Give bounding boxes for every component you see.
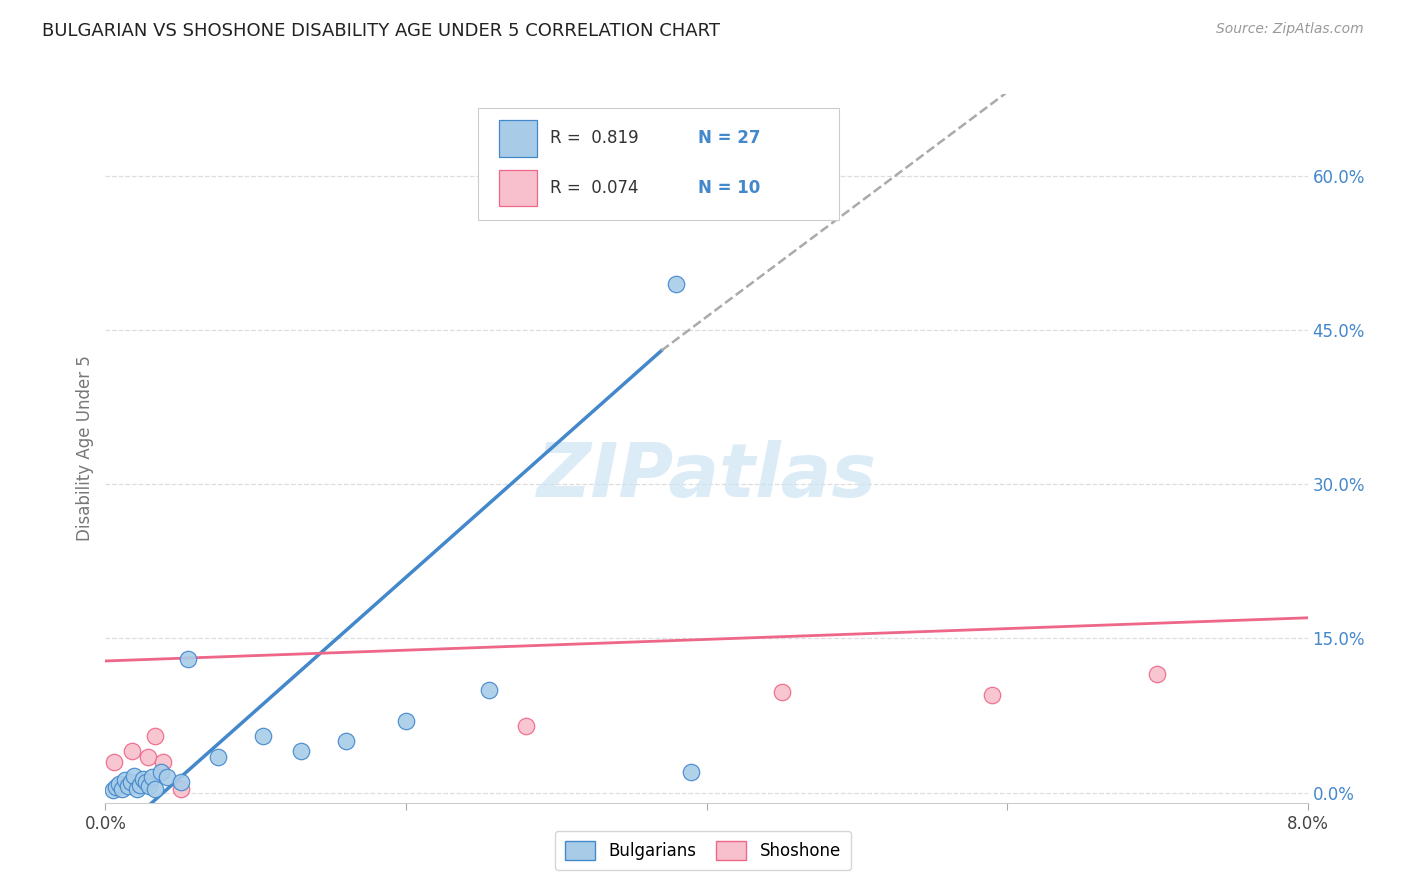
Point: [111, 782, 134, 797]
Point: [114, 773, 136, 788]
Point: [101, 783, 124, 797]
Point: [117, 780, 139, 794]
Text: ZIPatlas: ZIPatlas: [537, 440, 876, 513]
Point: [681, 764, 703, 779]
Bar: [499, 120, 537, 157]
Point: [478, 682, 501, 697]
Point: [122, 769, 145, 783]
Text: R =  0.819: R = 0.819: [550, 129, 638, 147]
Point: [169, 782, 191, 797]
Point: [665, 277, 688, 291]
Bar: [499, 169, 537, 206]
Point: [169, 775, 191, 789]
Point: [132, 772, 155, 787]
Point: [136, 749, 159, 764]
Point: [335, 734, 357, 748]
Point: [125, 782, 148, 797]
Point: [177, 652, 200, 666]
Point: [207, 749, 229, 764]
Point: [143, 782, 166, 797]
Point: [138, 780, 160, 794]
Text: R =  0.074: R = 0.074: [550, 179, 638, 197]
Text: N = 27: N = 27: [699, 129, 761, 147]
FancyBboxPatch shape: [478, 108, 839, 220]
Point: [152, 755, 174, 769]
Point: [141, 770, 163, 784]
Point: [1146, 667, 1168, 681]
Text: Source: ZipAtlas.com: Source: ZipAtlas.com: [1216, 22, 1364, 37]
Point: [121, 744, 143, 758]
Point: [143, 729, 166, 743]
Point: [103, 755, 125, 769]
Y-axis label: Disability Age Under 5: Disability Age Under 5: [76, 355, 94, 541]
Point: [290, 744, 312, 758]
Point: [150, 764, 173, 779]
Point: [129, 778, 152, 792]
Text: N = 10: N = 10: [699, 179, 761, 197]
Text: BULGARIAN VS SHOSHONE DISABILITY AGE UNDER 5 CORRELATION CHART: BULGARIAN VS SHOSHONE DISABILITY AGE UND…: [42, 22, 720, 40]
Point: [252, 729, 274, 743]
Point: [515, 719, 537, 733]
Point: [395, 714, 418, 728]
Legend: Bulgarians, Shoshone: Bulgarians, Shoshone: [555, 831, 851, 871]
Point: [981, 688, 1004, 702]
Point: [770, 685, 793, 699]
Point: [135, 775, 157, 789]
Point: [156, 770, 179, 784]
Point: [104, 780, 127, 795]
Point: [120, 775, 142, 789]
Point: [108, 777, 131, 791]
